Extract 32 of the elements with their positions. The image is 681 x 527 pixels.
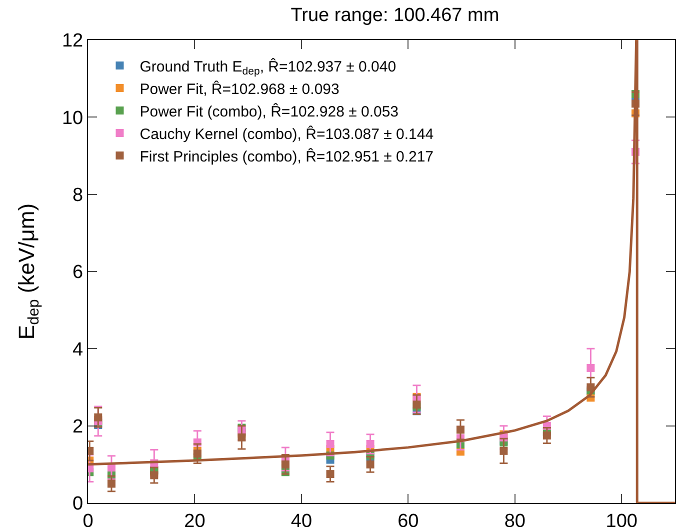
point	[366, 460, 374, 468]
legend-label: Power Fit, R̂=102.968 ± 0.093	[140, 80, 340, 98]
x-tick-label: 40	[290, 510, 312, 527]
point	[326, 440, 334, 448]
point	[326, 470, 334, 478]
x-tick-label: 20	[184, 510, 206, 527]
point	[542, 431, 551, 440]
point	[150, 471, 158, 480]
y-tick-label: 12	[62, 30, 84, 52]
legend-label: First Principles (combo), R̂=102.951 ± 0.217	[140, 148, 434, 166]
y-tick-label: 4	[72, 339, 84, 360]
y-tick-label: 8	[72, 184, 84, 206]
point	[586, 364, 595, 372]
y-tick-label: 2	[72, 416, 84, 438]
x-tick-label: 0	[82, 510, 94, 527]
point	[366, 440, 374, 448]
point	[500, 446, 508, 455]
point	[456, 426, 464, 434]
x-tick-label: 60	[398, 510, 419, 527]
point	[94, 413, 102, 422]
y-tick-label: 6	[72, 262, 84, 284]
legend-label: Power Fit (combo), R̂=102.928 ± 0.053	[140, 102, 399, 120]
x-tick-label: 80	[504, 510, 526, 527]
legend-label: Ground Truth E$_{dep}$, R̂=102.937 ± 0.040	[140, 58, 396, 78]
x-tick-label: 100	[606, 510, 638, 527]
point	[107, 480, 116, 488]
y-tick-label: 10	[62, 108, 84, 129]
point	[238, 433, 246, 442]
point	[193, 450, 202, 458]
legend-label: Cauchy Kernel (combo), R̂=103.087 ± 0.144	[140, 125, 434, 143]
chart-title: True range: 100.467 mm	[290, 5, 500, 26]
line-series	[88, 40, 675, 503]
